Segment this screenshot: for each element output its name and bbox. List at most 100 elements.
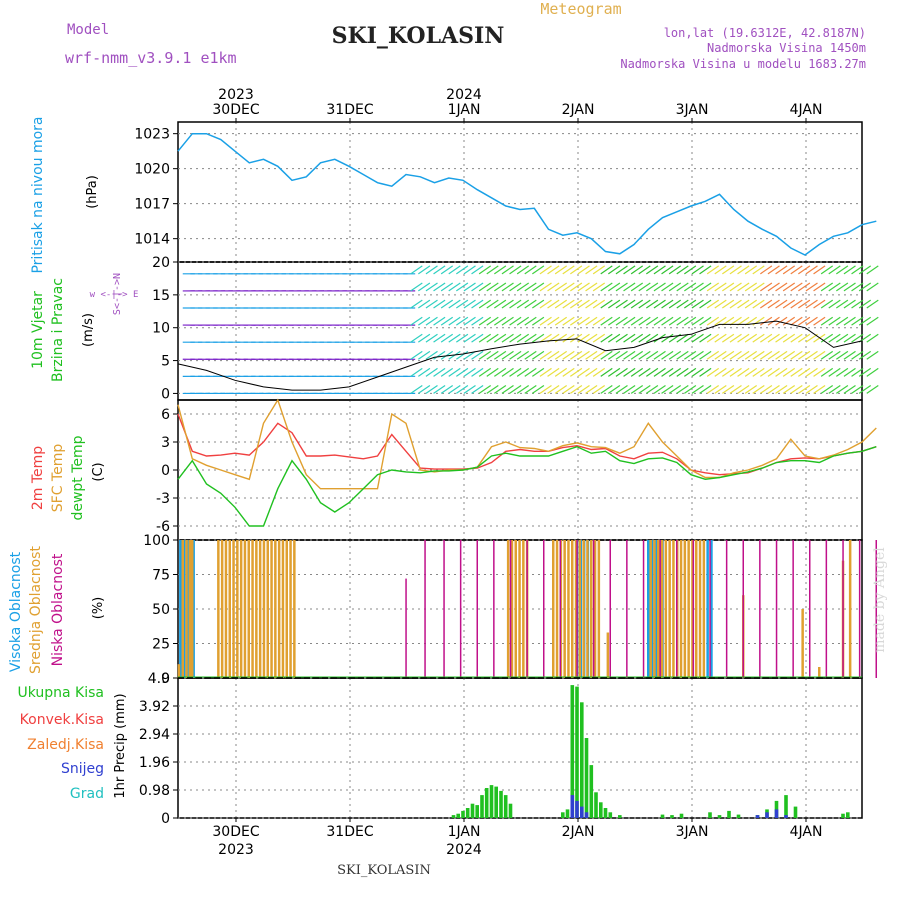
wind-barb (714, 316, 727, 326)
wind-barb (478, 333, 492, 343)
wind-barb (623, 367, 636, 377)
wind-barb (524, 350, 537, 360)
wind-barb (532, 333, 545, 343)
wind-barb (782, 350, 796, 360)
wind-barb (608, 367, 621, 377)
wind-barb (836, 333, 849, 343)
top-day-label: 30DEC (212, 102, 259, 118)
wind-barb (828, 299, 841, 309)
wind-barb (744, 316, 758, 326)
wind-barb (646, 265, 659, 275)
cloud-bar (424, 540, 426, 678)
wind-barb (798, 316, 811, 326)
precip-bar (456, 813, 460, 818)
wind-barb (714, 385, 727, 394)
wind-barb (516, 385, 530, 394)
wind-barb (410, 265, 423, 275)
wind-barb (486, 316, 499, 326)
y-tick-label: 1014 (134, 232, 170, 248)
top-day-label: 31DEC (326, 102, 373, 118)
cloud-bar (709, 540, 711, 678)
wind-barb (828, 282, 841, 292)
wind-barb (676, 265, 689, 275)
wind-barb (448, 385, 461, 394)
wind-barb (767, 299, 780, 309)
wind-barb (676, 316, 689, 326)
cloud-bar (567, 540, 570, 678)
wind-barb (752, 299, 765, 309)
y-tick-label: 1020 (134, 162, 170, 178)
wind-barb (418, 316, 431, 326)
wind-barb (501, 316, 514, 326)
wind-barb (554, 367, 568, 377)
wind-barb (486, 282, 499, 292)
wind-barb (418, 265, 431, 275)
cloud-bar (592, 540, 595, 678)
wind-barb (486, 367, 499, 377)
y-tick-label: 1017 (134, 197, 170, 213)
wind-barb (836, 316, 849, 326)
wind-barb (661, 299, 674, 309)
wind-barb (684, 385, 697, 394)
cloud-bar (262, 540, 266, 678)
wind-barb (699, 299, 712, 309)
wind-barb (805, 282, 818, 292)
wind-barb (456, 265, 469, 275)
wind-barb (532, 265, 545, 275)
precip-bar (499, 790, 503, 818)
wind-barb (661, 282, 674, 292)
wind-barb (805, 367, 818, 377)
wind-barb (805, 350, 818, 360)
cloud-bar (664, 540, 668, 678)
cloud-bar (293, 540, 296, 678)
wind-barb (615, 265, 628, 275)
wind-barb (592, 367, 606, 377)
pressure-line (177, 132, 877, 256)
wind-barb (562, 282, 575, 292)
wind-barb (585, 282, 598, 292)
bottom-day-label: 4JAN (790, 824, 823, 840)
wind-barb (577, 299, 590, 309)
wind-unit: (m/s) (81, 313, 96, 347)
wind-barb (828, 333, 841, 343)
cloud-bar (266, 540, 269, 678)
cloud-bar (236, 540, 239, 678)
wind-barb (600, 333, 613, 343)
wind-barb (722, 265, 735, 275)
wind-barb (554, 385, 568, 394)
wind-barb (608, 316, 621, 326)
cloud-bar (692, 540, 695, 678)
wind-barb (608, 350, 621, 360)
wind-barb (554, 282, 568, 292)
wind-barb (790, 385, 803, 394)
wind-barb (463, 299, 476, 309)
cloud-bar (672, 540, 675, 678)
precip-bar (660, 814, 665, 818)
wind-barb (638, 350, 651, 360)
wind-barb (478, 316, 492, 326)
wind-barb (676, 299, 689, 309)
wind-barb (858, 282, 872, 292)
wind-barb (440, 367, 454, 377)
cloud-bar (679, 540, 683, 678)
wind-barb (737, 350, 750, 360)
wind-barb (630, 350, 644, 360)
y-tick-label: 20 (152, 255, 170, 271)
wind-barb (494, 282, 507, 292)
wind-barb (805, 265, 818, 275)
wind-barb (790, 350, 803, 360)
wind-barb (790, 299, 803, 309)
cloud-bar (759, 540, 761, 678)
cloud-bar (657, 540, 660, 678)
cloud-bar (676, 540, 678, 678)
precip-bar (755, 815, 760, 818)
wind-barb (440, 316, 454, 326)
panel-frame-pressure (177, 121, 863, 263)
wind-barb (790, 333, 803, 343)
wind-barb (813, 299, 826, 309)
precip-bar (461, 810, 465, 818)
wind-barb (418, 367, 431, 377)
wind-barb (501, 299, 514, 309)
precip-bar (580, 806, 584, 818)
wind-barb (646, 299, 659, 309)
